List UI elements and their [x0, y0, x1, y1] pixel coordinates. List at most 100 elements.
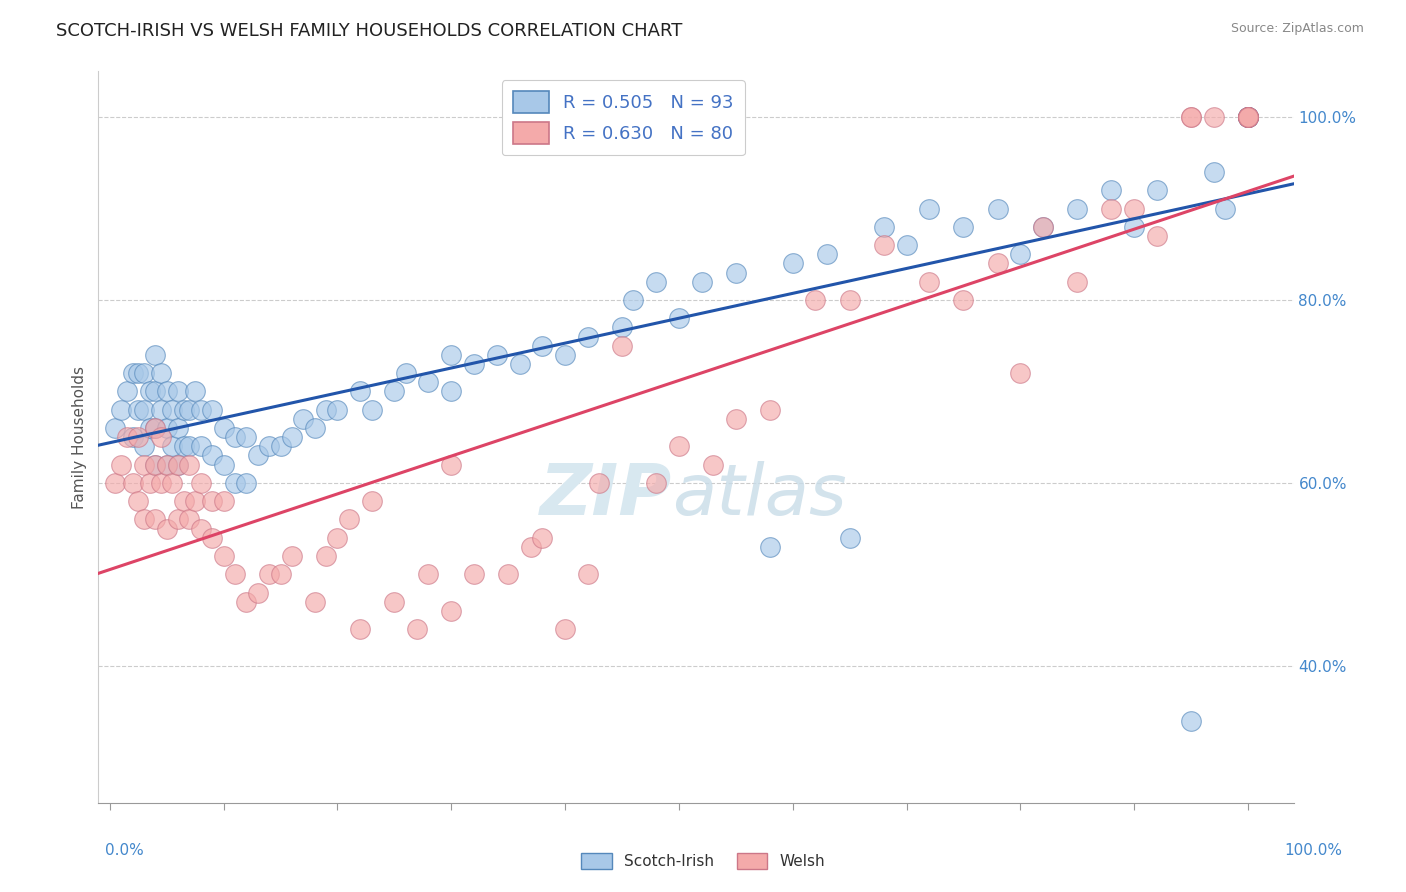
- Point: [690, 275, 713, 289]
- Point: [235, 595, 257, 609]
- Point: [485, 348, 508, 362]
- Point: [576, 567, 599, 582]
- Text: ZIP: ZIP: [540, 461, 672, 530]
- Point: [167, 421, 190, 435]
- Point: [127, 402, 149, 417]
- Point: [162, 402, 184, 417]
- Point: [1237, 110, 1260, 124]
- Point: [1237, 110, 1260, 124]
- Point: [702, 458, 724, 472]
- Point: [110, 402, 132, 417]
- Point: [212, 494, 235, 508]
- Point: [382, 595, 405, 609]
- Point: [315, 549, 337, 563]
- Point: [1202, 165, 1225, 179]
- Point: [326, 531, 349, 545]
- Text: SCOTCH-IRISH VS WELSH FAMILY HOUSEHOLDS CORRELATION CHART: SCOTCH-IRISH VS WELSH FAMILY HOUSEHOLDS …: [56, 22, 683, 40]
- Point: [1237, 110, 1260, 124]
- Point: [167, 384, 190, 399]
- Point: [1237, 110, 1260, 124]
- Point: [138, 384, 160, 399]
- Point: [179, 402, 201, 417]
- Point: [782, 256, 804, 270]
- Point: [406, 622, 429, 636]
- Point: [724, 266, 747, 280]
- Point: [190, 439, 212, 453]
- Point: [1146, 183, 1168, 197]
- Point: [349, 384, 371, 399]
- Point: [1099, 183, 1122, 197]
- Point: [162, 475, 184, 490]
- Point: [987, 202, 1010, 216]
- Point: [463, 567, 485, 582]
- Point: [150, 430, 173, 444]
- Point: [1180, 714, 1202, 728]
- Point: [1237, 110, 1260, 124]
- Point: [588, 475, 610, 490]
- Point: [759, 402, 782, 417]
- Point: [190, 475, 212, 490]
- Point: [1180, 110, 1202, 124]
- Point: [201, 449, 224, 463]
- Point: [235, 475, 257, 490]
- Point: [668, 439, 690, 453]
- Point: [304, 421, 326, 435]
- Point: [1237, 110, 1260, 124]
- Point: [173, 402, 195, 417]
- Point: [1237, 110, 1260, 124]
- Point: [838, 531, 860, 545]
- Point: [1010, 247, 1032, 261]
- Point: [190, 521, 212, 535]
- Point: [418, 567, 440, 582]
- Point: [292, 411, 315, 425]
- Point: [1123, 219, 1146, 234]
- Point: [418, 376, 440, 390]
- Point: [987, 256, 1010, 270]
- Point: [127, 430, 149, 444]
- Point: [270, 439, 292, 453]
- Point: [115, 430, 138, 444]
- Point: [349, 622, 371, 636]
- Point: [873, 219, 896, 234]
- Point: [1237, 110, 1260, 124]
- Point: [184, 384, 207, 399]
- Point: [143, 384, 166, 399]
- Legend: Scotch-Irish, Welsh: Scotch-Irish, Welsh: [575, 847, 831, 875]
- Point: [759, 540, 782, 554]
- Point: [1237, 110, 1260, 124]
- Point: [173, 439, 195, 453]
- Point: [440, 348, 463, 362]
- Y-axis label: Family Households: Family Households: [72, 366, 87, 508]
- Point: [150, 475, 173, 490]
- Point: [1010, 366, 1032, 380]
- Point: [520, 540, 543, 554]
- Point: [270, 567, 292, 582]
- Point: [804, 293, 827, 307]
- Point: [235, 430, 257, 444]
- Point: [246, 585, 269, 599]
- Point: [156, 458, 179, 472]
- Point: [143, 458, 166, 472]
- Point: [1066, 275, 1088, 289]
- Point: [440, 458, 463, 472]
- Point: [645, 475, 668, 490]
- Point: [257, 567, 280, 582]
- Point: [554, 348, 576, 362]
- Point: [173, 494, 195, 508]
- Point: [156, 421, 179, 435]
- Point: [1066, 202, 1088, 216]
- Point: [1202, 110, 1225, 124]
- Point: [156, 521, 179, 535]
- Point: [1213, 202, 1236, 216]
- Point: [224, 475, 246, 490]
- Point: [1032, 219, 1054, 234]
- Point: [179, 458, 201, 472]
- Point: [668, 311, 690, 326]
- Text: 0.0%: 0.0%: [105, 843, 145, 858]
- Point: [115, 384, 138, 399]
- Point: [184, 494, 207, 508]
- Legend: R = 0.505   N = 93, R = 0.630   N = 80: R = 0.505 N = 93, R = 0.630 N = 80: [502, 80, 745, 155]
- Point: [531, 339, 554, 353]
- Point: [1099, 202, 1122, 216]
- Point: [224, 430, 246, 444]
